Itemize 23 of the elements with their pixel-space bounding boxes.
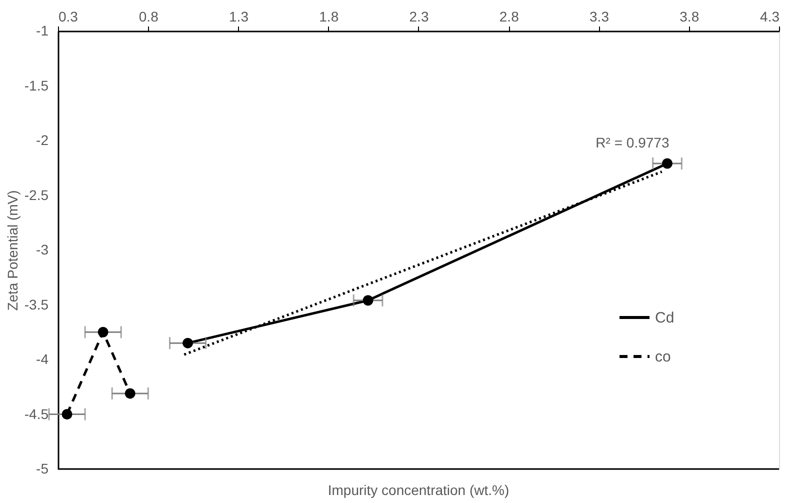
x-tick-label: 0.3 [58,8,78,24]
x-tick-label: 0.8 [138,8,159,24]
x-tick-label: 4.3 [760,8,780,24]
x-tick-label: 2.8 [499,8,520,24]
y-axis-title: Zeta Potential (mV) [4,190,20,311]
y-tick-label: -3 [36,242,49,258]
x-tick-label: 1.8 [319,8,339,24]
y-tick-label: -2.5 [24,186,49,203]
annotation: R² = 0.9773 [596,134,670,150]
x-tick-label: 1.3 [229,8,249,24]
x-tick-label: 3.3 [590,8,610,24]
legend-label: co [655,348,671,366]
x-tick-label: 3.8 [680,8,700,24]
y-tick-label: -2 [36,132,49,148]
y-tick-label: -4 [36,351,49,367]
legend-label: Cd [655,310,674,326]
y-tick-label: -5 [36,460,49,476]
y-tick-label: -1 [36,22,49,38]
y-tick-label: -3.5 [24,296,49,312]
y-tick-label: -4.5 [24,406,49,422]
y-tick-label: -1.5 [24,77,49,94]
x-tick-label: 2.3 [409,8,429,24]
x-axis-title: Impurity concentration (wt.%) [328,482,510,498]
